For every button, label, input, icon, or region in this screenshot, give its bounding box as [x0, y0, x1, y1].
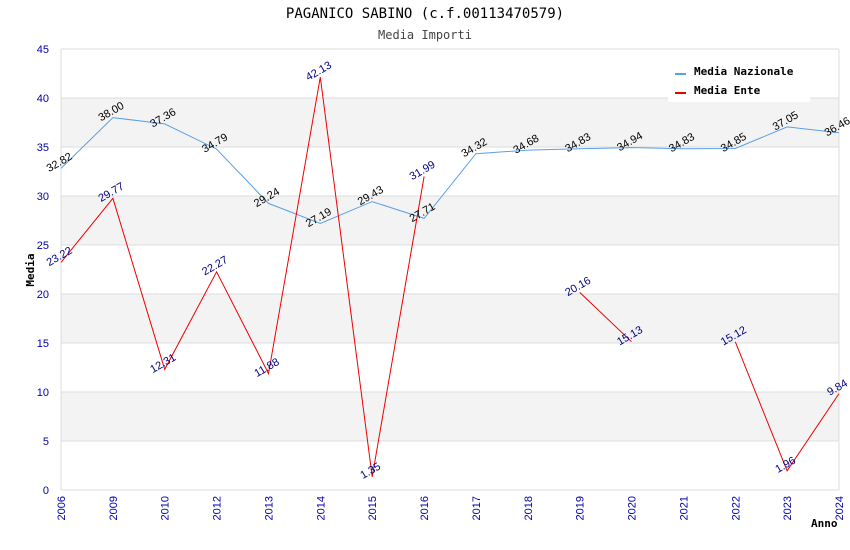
- x-tick-label: 2013: [263, 496, 275, 520]
- series-line-segment: [579, 292, 632, 343]
- legend: Media Nazionale Media Ente: [668, 60, 810, 102]
- legend-label: Media Ente: [694, 84, 761, 97]
- series-line-segment: [60, 77, 425, 477]
- x-tick-label: 2017: [471, 496, 483, 520]
- legend-label: Media Nazionale: [694, 65, 794, 78]
- x-tick-label: 2022: [730, 496, 742, 520]
- grid-band: [61, 98, 839, 147]
- chart-subtitle: Media Importi: [378, 28, 472, 42]
- y-axis-ticks: 0 5 10 15 20 25 30 35 40 45: [37, 44, 49, 497]
- x-tick-label: 2024: [834, 496, 846, 520]
- series-line-segment: [60, 117, 840, 225]
- y-tick-label: 5: [43, 436, 49, 448]
- y-tick-label: 25: [37, 240, 49, 252]
- x-tick-label: 2021: [678, 496, 690, 520]
- x-tick-label: 2019: [575, 496, 587, 520]
- y-tick-label: 30: [37, 191, 49, 203]
- chart-title: PAGANICO SABINO (c.f.00113470579): [286, 6, 564, 22]
- x-axis-label: Anno: [811, 517, 838, 530]
- legend-box: [668, 60, 810, 102]
- x-tick-label: 2020: [627, 496, 639, 520]
- series-line-segment: [734, 341, 840, 472]
- grid-band: [61, 245, 839, 294]
- grid-band: [61, 147, 839, 196]
- x-tick-label: 2006: [56, 496, 68, 520]
- x-tick-label: 2023: [782, 496, 794, 520]
- grid-band: [61, 343, 839, 392]
- grid-bands: [60, 48, 840, 491]
- y-tick-label: 40: [37, 93, 49, 105]
- y-tick-label: 35: [37, 142, 49, 154]
- x-axis-ticks: 2006 2009 2010 2012 2013 2014 2015 2016 2017 2018…: [56, 496, 846, 520]
- x-tick-label: 2012: [212, 496, 224, 520]
- y-tick-label: 45: [37, 44, 49, 56]
- grid-band: [61, 392, 839, 441]
- grid-band: [61, 441, 839, 490]
- y-tick-label: 20: [37, 289, 49, 301]
- x-tick-label: 2010: [160, 496, 172, 520]
- y-tick-label: 15: [37, 338, 49, 350]
- x-tick-label: 2016: [419, 496, 431, 520]
- series-lines: [60, 77, 840, 477]
- y-axis-label: Media: [24, 253, 37, 286]
- x-tick-label: 2014: [315, 496, 327, 520]
- x-tick-label: 2015: [367, 496, 379, 520]
- y-tick-label: 10: [37, 387, 49, 399]
- x-tick-label: 2009: [108, 496, 120, 520]
- grid-band: [61, 294, 839, 343]
- y-tick-label: 0: [43, 485, 49, 497]
- grid-band: [61, 196, 839, 245]
- x-tick-label: 2018: [523, 496, 535, 520]
